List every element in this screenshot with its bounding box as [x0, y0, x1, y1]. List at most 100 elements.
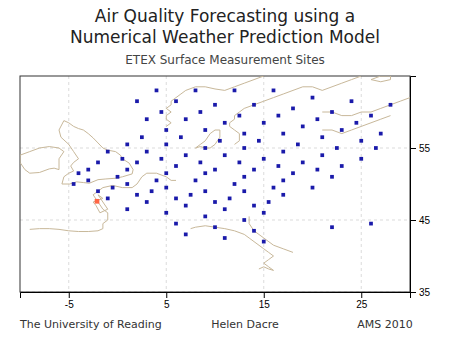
tick-mark — [361, 292, 362, 298]
tick-mark — [410, 220, 416, 221]
point — [277, 114, 281, 118]
point — [252, 103, 256, 107]
annotation: AMS 2010 — [357, 318, 413, 331]
point — [242, 132, 246, 136]
grid-line — [20, 148, 410, 149]
tick: 55 — [410, 143, 431, 154]
point — [242, 218, 246, 222]
tick-mark — [410, 292, 416, 293]
point — [252, 229, 256, 233]
point — [223, 236, 227, 240]
point — [374, 146, 378, 150]
point — [77, 171, 81, 175]
point — [174, 197, 178, 201]
point — [125, 182, 129, 186]
point — [340, 128, 344, 132]
plot: -551525354555 — [20, 76, 431, 310]
coast-line — [196, 130, 220, 148]
point — [194, 179, 198, 183]
point — [340, 164, 344, 168]
point — [135, 99, 139, 103]
point — [199, 110, 203, 114]
point — [203, 128, 207, 132]
point — [311, 186, 315, 190]
point — [223, 207, 227, 211]
point — [262, 240, 266, 244]
point — [320, 135, 324, 139]
point — [145, 117, 149, 121]
tick-mark — [69, 292, 70, 298]
point — [359, 157, 363, 161]
point — [184, 117, 188, 121]
point — [281, 179, 285, 183]
x-axis: -551525 — [21, 292, 411, 310]
point — [228, 197, 232, 201]
point — [145, 150, 149, 154]
coast-line — [59, 121, 133, 184]
subtitle: ETEX Surface Measurement Sites — [125, 53, 325, 67]
point — [125, 143, 129, 147]
coast-line — [230, 76, 362, 144]
point — [164, 143, 168, 147]
point — [106, 150, 110, 154]
tick-label: 45 — [419, 215, 431, 226]
point — [160, 110, 164, 114]
point — [96, 189, 100, 193]
tick-mark — [410, 148, 416, 149]
point — [233, 182, 237, 186]
point — [213, 168, 217, 172]
point — [155, 89, 159, 93]
point — [281, 132, 285, 136]
coast-line — [166, 76, 264, 126]
plot-frame — [20, 76, 410, 292]
point — [184, 204, 188, 208]
axis-line — [411, 77, 417, 293]
point — [72, 182, 76, 186]
coast-line — [20, 147, 64, 174]
tick: 5 — [164, 292, 170, 310]
tick-label: -5 — [65, 299, 74, 310]
tick-label: 15 — [259, 299, 271, 310]
axis-line — [21, 293, 411, 299]
point — [335, 146, 339, 150]
point — [125, 168, 129, 172]
point — [140, 135, 144, 139]
point — [330, 110, 334, 114]
tick: -5 — [65, 292, 74, 310]
tick-mark — [166, 292, 167, 298]
coast-line — [69, 173, 176, 231]
coast-line — [371, 76, 391, 82]
point — [86, 168, 90, 172]
title: Numerical Weather Prediction Model — [70, 27, 380, 47]
point — [267, 200, 271, 204]
point — [355, 121, 359, 125]
point — [199, 161, 203, 165]
point — [164, 171, 168, 175]
point — [194, 89, 198, 93]
point — [316, 117, 320, 121]
point — [218, 139, 222, 143]
point — [179, 135, 183, 139]
grid-line — [20, 220, 410, 221]
point — [213, 200, 217, 204]
grid — [20, 76, 410, 292]
point — [301, 161, 305, 165]
coast-line — [322, 98, 410, 116]
point — [116, 175, 120, 179]
title: Air Quality Forecasting using a — [95, 6, 355, 26]
point — [242, 146, 246, 150]
annotation: The University of Reading — [19, 318, 162, 331]
point — [164, 186, 168, 190]
point — [160, 157, 164, 161]
point — [95, 199, 100, 204]
point — [281, 193, 285, 197]
point — [350, 99, 354, 103]
point — [257, 139, 261, 143]
point — [86, 179, 90, 183]
point — [164, 211, 168, 215]
point — [174, 99, 178, 103]
tick-label: 5 — [164, 299, 170, 310]
point — [277, 164, 281, 168]
point — [155, 179, 159, 183]
point — [223, 153, 227, 157]
